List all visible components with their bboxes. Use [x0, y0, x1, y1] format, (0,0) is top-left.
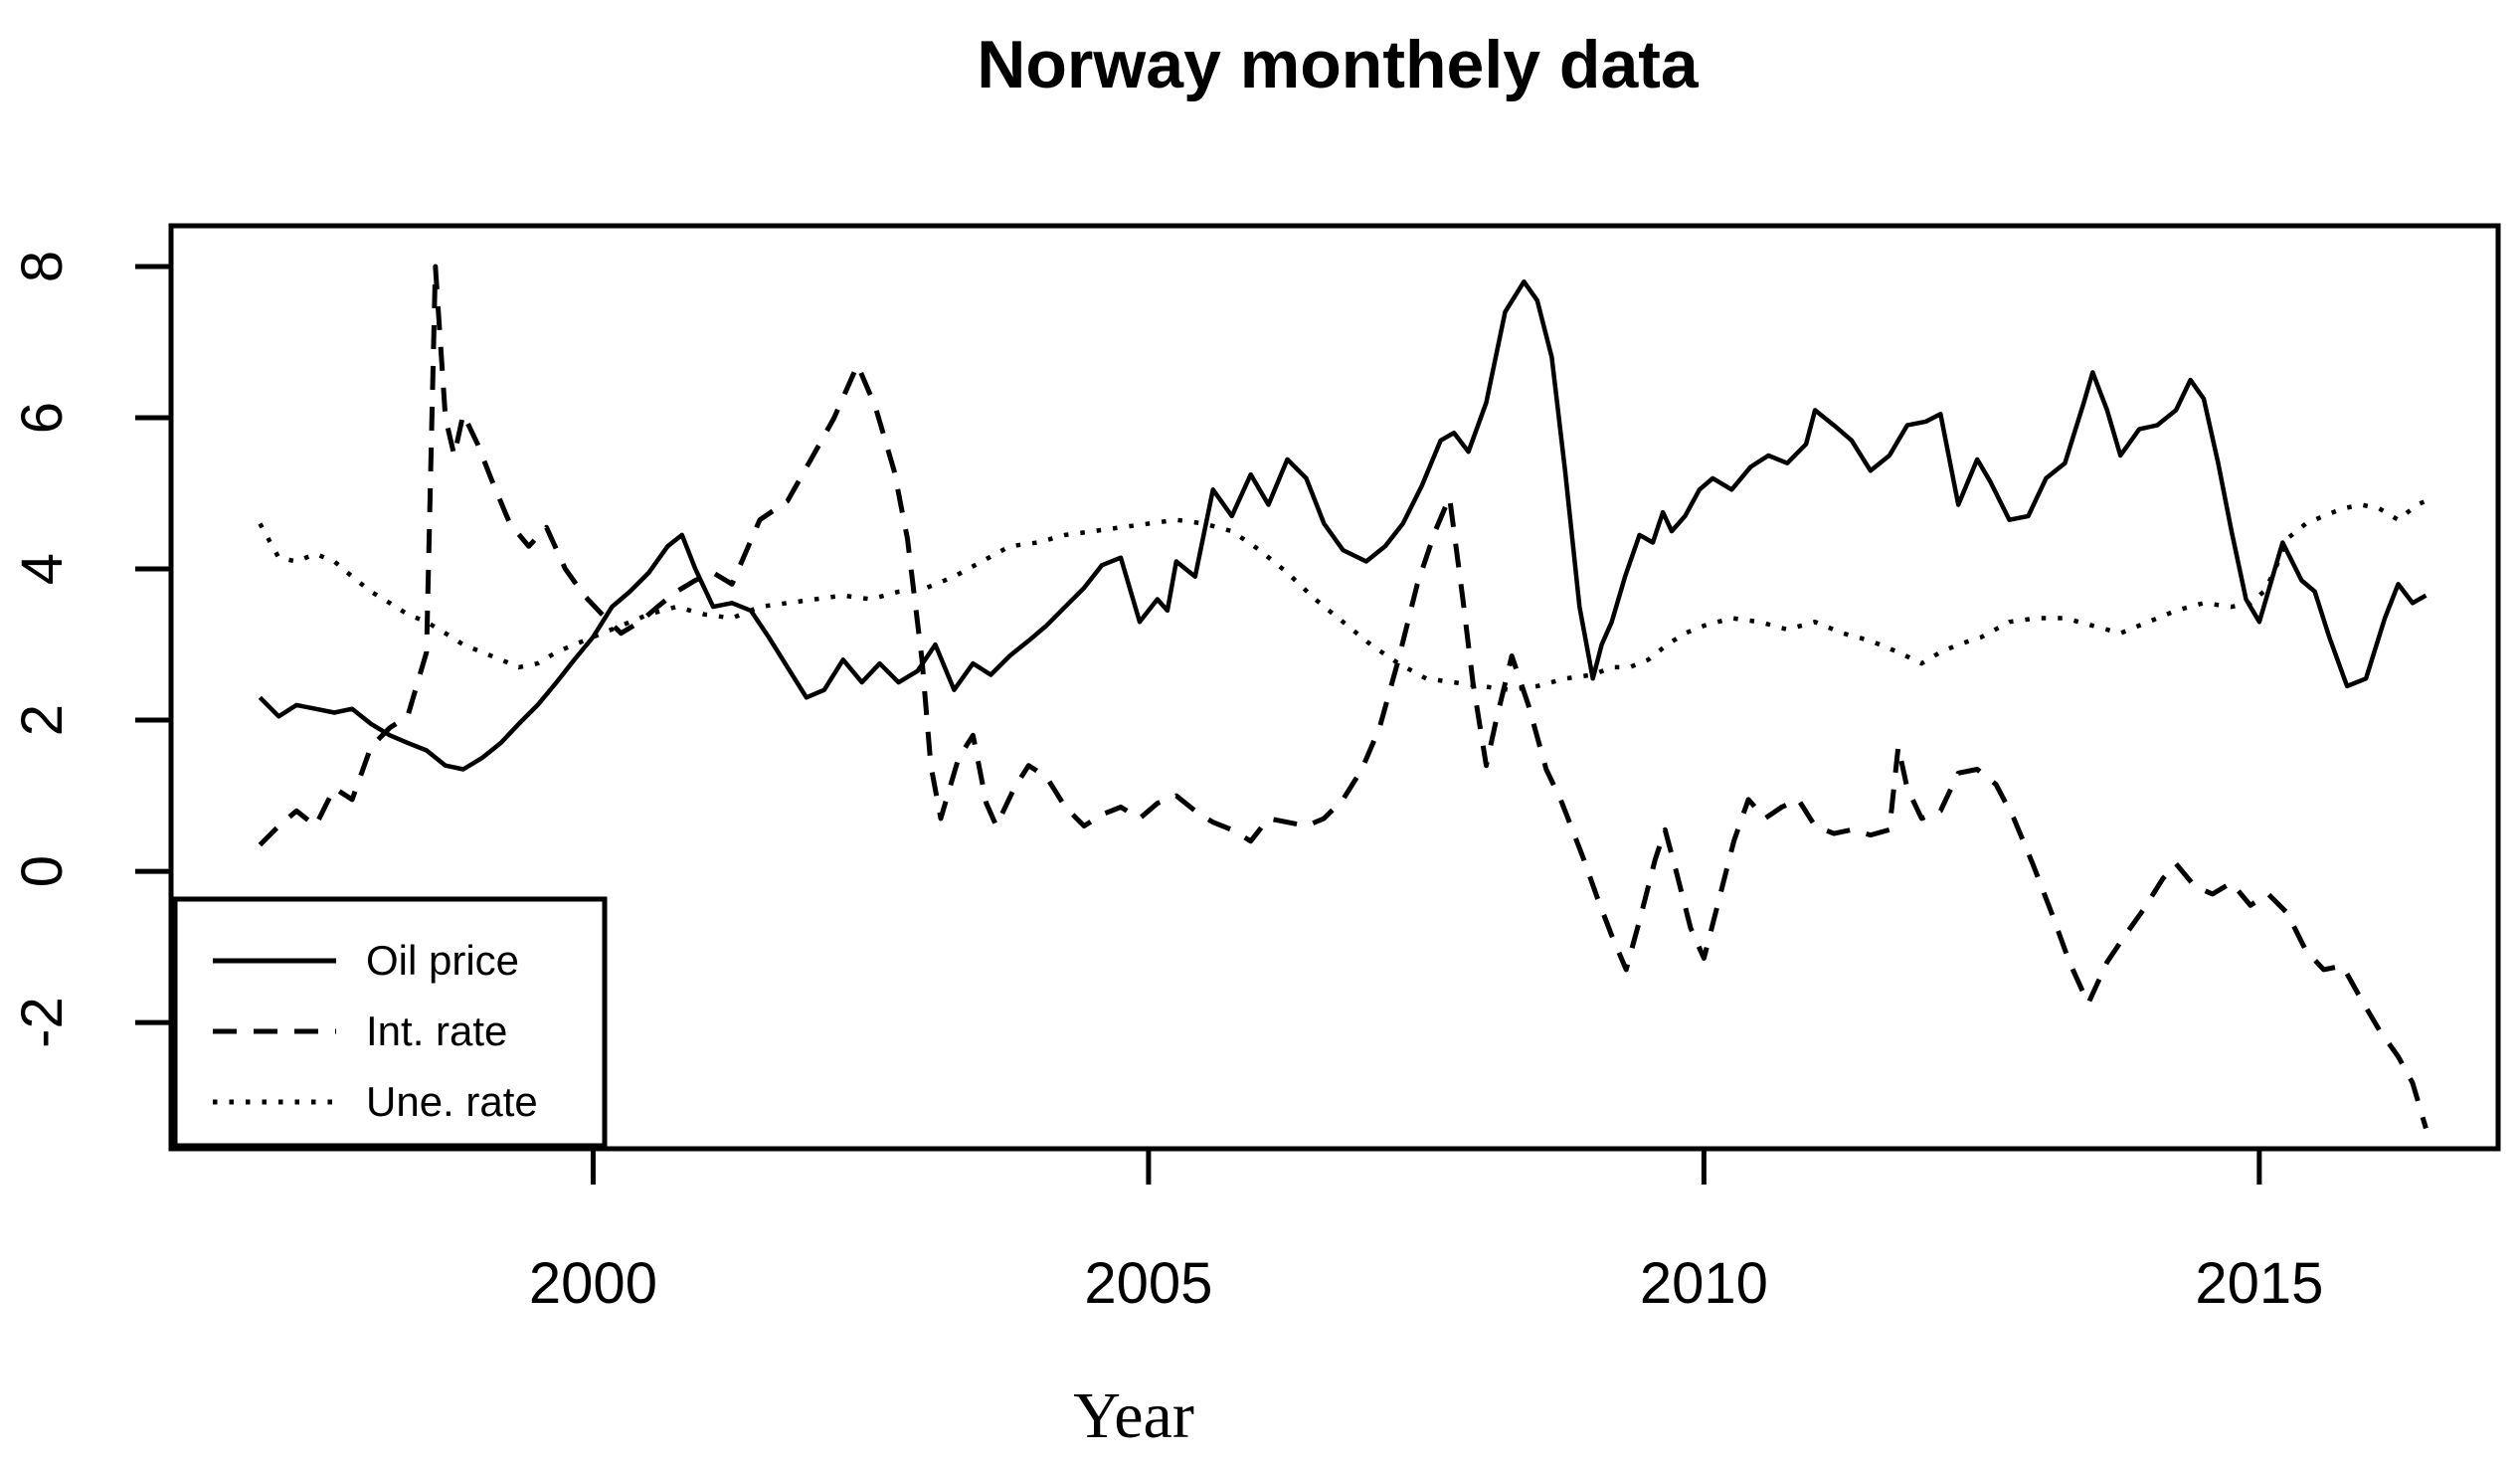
x-tick-label: 2000: [529, 1251, 657, 1316]
legend-label-int-rate: Int. rate: [366, 1007, 507, 1054]
plot-area: 2000 2005 2010 2015 -2 0 2 4 6 8 Oil price Int. rat…: [10, 223, 2501, 1316]
legend-label-une-rate: Une. rate: [366, 1078, 538, 1125]
y-tick-label: 6: [10, 402, 75, 434]
une-rate-line: [258, 498, 2428, 692]
legend-box: [172, 896, 608, 1149]
y-tick-label: 2: [10, 704, 75, 736]
y-tick-label: 4: [10, 553, 75, 585]
x-axis-label: Year: [1073, 1379, 1194, 1452]
oil-price-line: [258, 278, 2428, 772]
y-tick-label: -2: [10, 997, 75, 1048]
chart-title: Norway monthely data: [977, 27, 1700, 102]
y-tick-label: 8: [10, 251, 75, 282]
plot-box: [168, 223, 2501, 1152]
x-tick-label: 2005: [1084, 1251, 1212, 1316]
y-tick-label: 0: [10, 855, 75, 887]
legend-label-oil-price: Oil price: [366, 937, 519, 984]
x-tick-label: 2015: [2195, 1251, 2323, 1316]
x-tick-label: 2010: [1640, 1251, 1768, 1316]
